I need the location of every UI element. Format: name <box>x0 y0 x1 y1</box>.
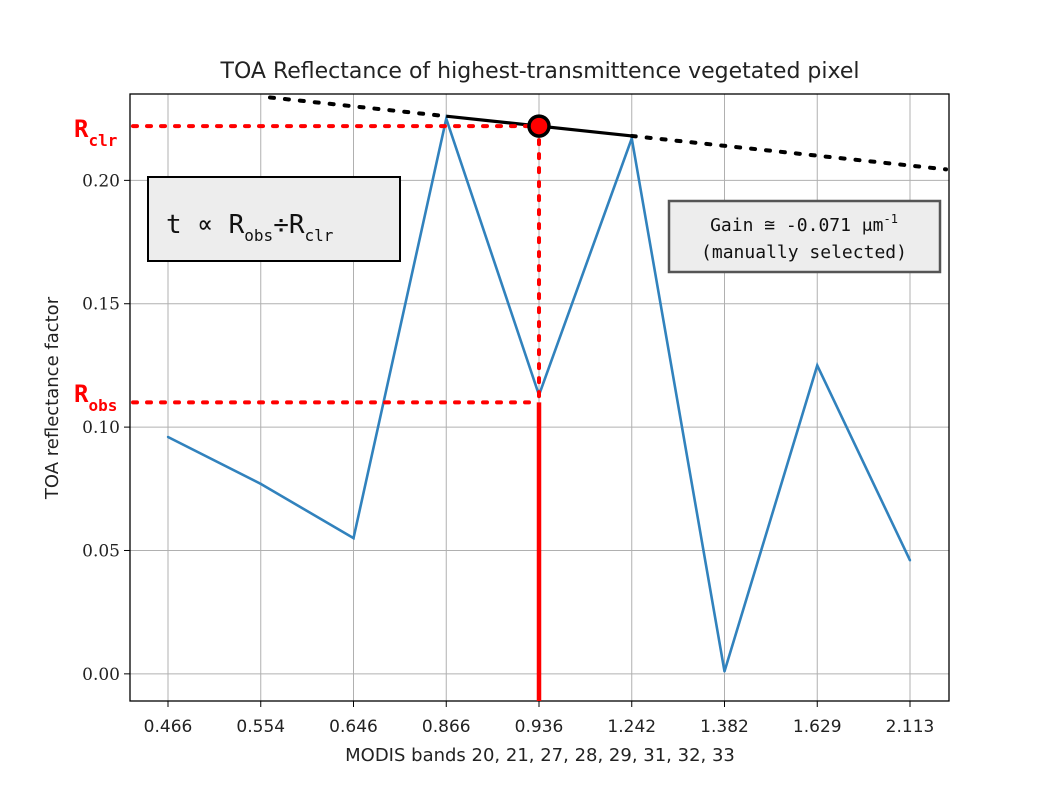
x-tick-label: 0.936 <box>515 717 564 737</box>
data-point <box>816 364 819 367</box>
r-obs-label: Robs <box>74 380 117 415</box>
formula-part: obs <box>244 226 273 245</box>
clear-line-extrapolation-right <box>629 133 948 172</box>
r-clr-label-main: R <box>74 115 89 143</box>
gain-unit-exponent: -1 <box>883 212 897 226</box>
y-axis-label: TOA reflectance factor <box>42 296 63 500</box>
formula-part: clr <box>305 226 334 245</box>
r-clr-label: Rclr <box>74 115 117 150</box>
x-tick-label: 0.466 <box>144 717 193 737</box>
y-tick-label: 0.15 <box>82 295 120 315</box>
gain-box <box>667 199 942 274</box>
formula-part: ÷R <box>273 210 305 240</box>
overlay <box>131 95 948 701</box>
x-tick-label: 1.242 <box>607 717 656 737</box>
x-axis-label: MODIS bands 20, 21, 27, 28, 29, 31, 32, … <box>345 745 735 766</box>
y-tick-label: 0.20 <box>82 171 120 191</box>
x-tick-label: 0.866 <box>422 717 471 737</box>
gain-value: Gain ≅ -0.071 μm <box>710 215 883 236</box>
r-clr-label-subscript: clr <box>88 131 117 150</box>
gain-note: (manually selected) <box>701 242 907 263</box>
r-obs-label-subscript: obs <box>88 396 117 415</box>
x-tick-label: 1.629 <box>793 717 842 737</box>
x-tick-label: 0.646 <box>329 717 378 737</box>
y-tick-label: 0.10 <box>82 418 120 438</box>
x-tick-label: 1.382 <box>700 717 749 737</box>
clear-point-marker <box>527 114 551 138</box>
data-point <box>352 536 355 540</box>
chart-title: TOA Reflectance of highest-transmittence… <box>220 59 860 84</box>
x-tick-label: 0.554 <box>236 717 285 737</box>
data-point <box>166 435 170 439</box>
x-tick-label: 2.113 <box>886 717 935 737</box>
formula-box <box>147 176 401 262</box>
data-point <box>259 482 262 486</box>
formula-text: t ∝ Robs÷Rclr <box>166 210 334 245</box>
y-tick-label: 0.00 <box>82 665 120 685</box>
y-tick-label: 0.05 <box>82 541 120 561</box>
r-obs-label-main: R <box>74 380 89 408</box>
data-point <box>908 559 912 562</box>
x-ticks: 0.466 0.554 0.646 0.866 0.936 1.242 1.382 1.629… <box>144 701 935 737</box>
y-ticks: 0.00 0.05 0.10 0.15 0.20 <box>82 171 130 685</box>
data-point <box>445 117 448 120</box>
formula-part: t ∝ R <box>166 210 245 240</box>
clear-line-extrapolation-left <box>268 95 449 119</box>
gain-text: Gain ≅ -0.071 μm-1 <box>710 212 898 236</box>
data-point <box>723 670 726 673</box>
